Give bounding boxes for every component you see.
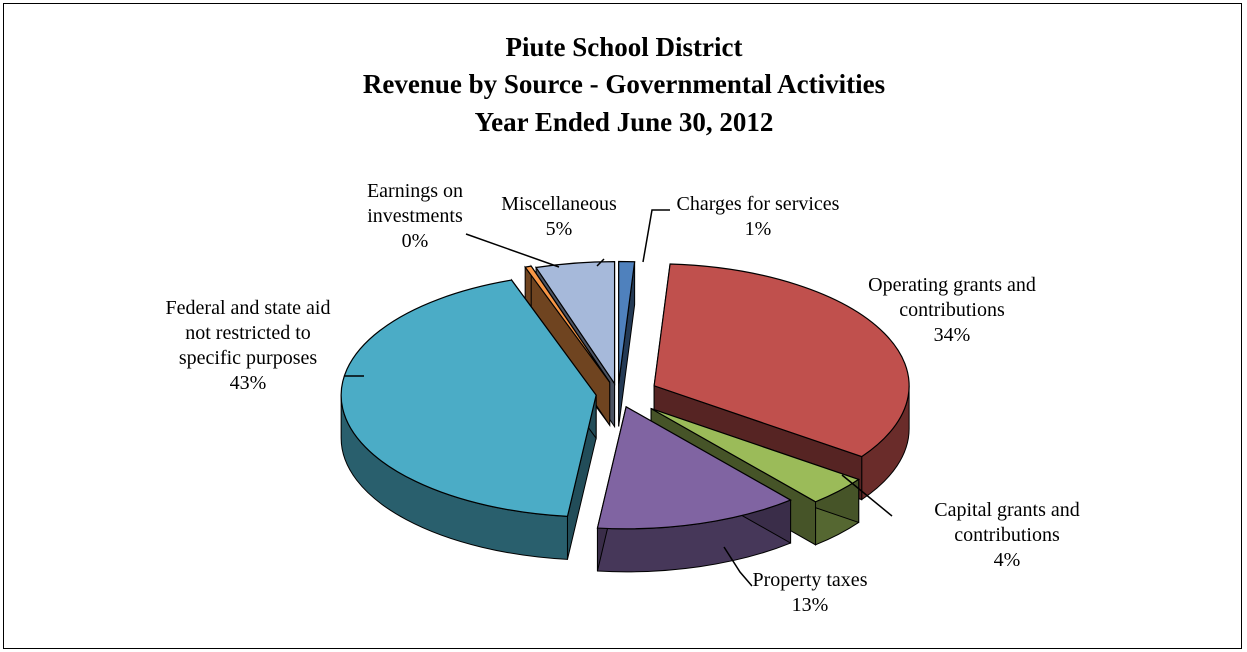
chart-title-line-2: Revenue by Source - Governmental Activit… xyxy=(363,69,885,99)
data-label-pct-5: 43% xyxy=(230,372,267,394)
leader-line-6 xyxy=(465,233,560,268)
data-label-pct-3: 4% xyxy=(994,549,1021,571)
chart-title-line-3: Year Ended June 30, 2012 xyxy=(475,107,774,137)
data-labels: Charges for services 1% Operating grants a… xyxy=(166,180,1080,616)
data-label-pct-4: 13% xyxy=(792,594,829,616)
leader-line-7 xyxy=(596,258,605,267)
data-label-name-2-0: Operating grants and xyxy=(868,274,1036,296)
pie-slice-top-2 xyxy=(653,263,910,458)
data-label-pct-1: 1% xyxy=(745,218,772,240)
data-label-name-3-1: contributions xyxy=(954,524,1060,546)
data-label-name-5-2: specific purposes xyxy=(179,347,318,369)
pie-slices xyxy=(340,260,910,573)
data-label-pct-7: 5% xyxy=(546,218,573,240)
pie-slice-top-5 xyxy=(340,279,597,518)
data-label-name-6-0: Earnings on xyxy=(367,180,463,202)
pie-slice-top-6 xyxy=(524,265,611,383)
data-label-name-4-0: Property taxes xyxy=(753,569,868,591)
leader-line-4 xyxy=(723,546,753,587)
pie-chart: Piute School District Revenue by Source … xyxy=(166,32,1080,616)
pie-slice-top-7 xyxy=(535,261,616,386)
data-label-name-5-0: Federal and state aid xyxy=(166,297,331,319)
data-label-name-2-1: contributions xyxy=(899,299,1005,321)
data-label-name-1-0: Charges for services xyxy=(677,193,840,215)
pie-slice-4 xyxy=(596,405,792,573)
pie-slice-top-1 xyxy=(618,260,636,384)
data-label-name-7-0: Miscellaneous xyxy=(501,193,617,215)
pie-slice-1 xyxy=(618,260,636,427)
chart-title-line-1: Piute School District xyxy=(506,32,743,62)
chart-frame: Piute School District Revenue by Source … xyxy=(3,3,1242,649)
data-label-name-3-0: Capital grants and xyxy=(934,499,1080,521)
data-label-name-6-1: investments xyxy=(367,205,463,227)
pie-slice-5 xyxy=(340,278,597,560)
pie-slice-top-3 xyxy=(650,408,861,503)
data-label-pct-2: 34% xyxy=(934,324,971,346)
leader-lines xyxy=(344,209,893,587)
leader-line-1 xyxy=(642,209,670,263)
data-label-pct-6: 0% xyxy=(402,230,429,252)
data-label-name-5-1: not restricted to xyxy=(185,322,311,344)
pie-slice-top-4 xyxy=(596,405,792,530)
leader-line-3 xyxy=(841,474,893,517)
